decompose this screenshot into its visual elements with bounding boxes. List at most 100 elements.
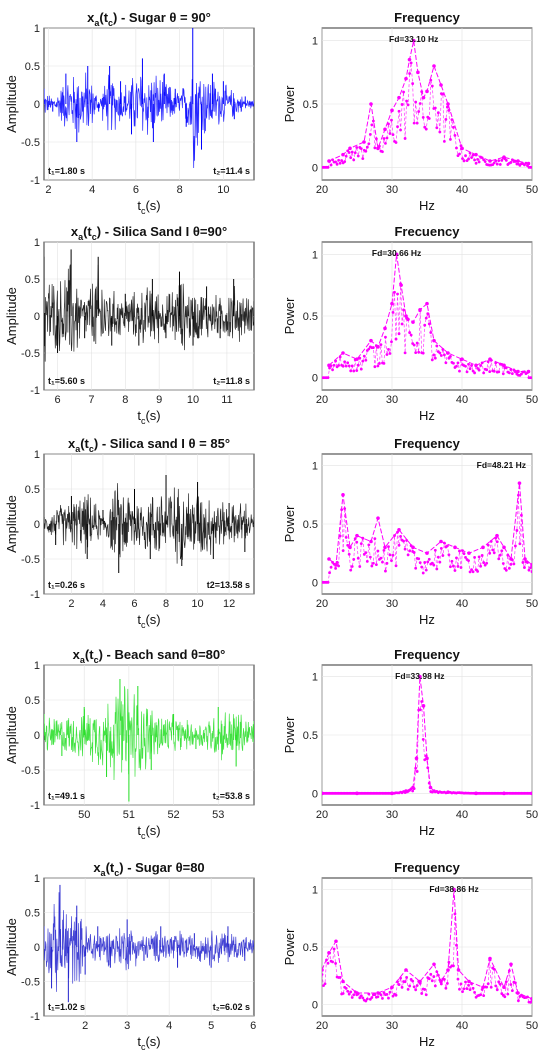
x-tick-label: 10 [217,184,229,196]
x-tick-label: 3 [124,1020,130,1032]
noise-dot [393,290,396,294]
data-point [355,533,359,538]
chart-panel-2: 6 7 8 9 10 11 -1 -0.5 0 0.5 1 xa(tc) - Silica Sand … [4,224,255,426]
x-tick-label: 30 [386,809,398,821]
y-tick-label: 0 [312,373,318,385]
noise-dot [332,947,336,951]
data-point [418,308,422,312]
end-time-label: t₂=11.8 s [213,376,250,386]
data-point [404,789,408,793]
x-tick-label: 4 [100,598,106,610]
data-point [327,950,331,955]
y-tick-label: 0 [34,730,40,742]
y-axis-label: Power [282,297,297,335]
noise-dot [442,353,446,357]
y-tick-label: 1 [34,449,40,461]
x-tick-label: 12 [223,598,235,610]
data-point [432,338,436,343]
noise-dot [468,151,472,155]
y-tick-label: 1 [312,461,318,473]
data-point [460,146,464,151]
noise-dot [387,545,390,548]
noise-dot [343,160,347,164]
noise-dot [500,549,504,553]
noise-dot [492,551,496,555]
data-point [383,326,387,331]
y-axis-label: Amplitude [4,495,19,553]
chart-title: xa(tc) - Silica sand I θ = 85° [68,436,230,454]
x-axis-label: tc(s) [137,408,160,426]
x-tick-label: 53 [212,809,224,821]
waveform-texture [44,264,254,362]
y-tick-label: 0.5 [25,695,40,707]
data-point [526,369,531,374]
data-point [397,528,401,532]
y-axis-label: Power [282,716,297,754]
noise-dot [453,569,457,572]
data-point [474,363,478,368]
y-tick-label: -1 [30,589,40,601]
noise-dot [433,106,437,110]
noise-dot [495,988,499,992]
noise-dot [450,559,454,563]
noise-dot [449,138,452,141]
noise-dot [517,999,520,1003]
chart-panel-9: 20 30 40 50 0 0.5 1 Frequency Power Hz Fd=38.86 Hz [282,860,538,1049]
noise-dot [408,331,412,334]
y-tick-label: 0 [312,162,318,174]
peak-frequency-label: Fd=33.10 Hz [389,34,438,44]
chart-panel-8: 2 3 4 5 6 -1 -0.5 0 0.5 1 xa(tc) - Sugar θ=80 Ampli… [4,860,256,1052]
data-point [432,962,436,967]
data-point [376,146,380,151]
x-tick-label: 4 [89,184,95,196]
noise-dot [382,137,386,140]
noise-dot [462,987,466,991]
noise-dot [382,991,386,994]
data-point [341,152,345,157]
data-point [411,38,416,43]
data-point [467,979,471,984]
noise-dot [427,322,431,326]
noise-dot [394,564,398,568]
data-point [481,545,485,550]
y-tick-label: 0.5 [303,311,318,323]
noise-dot [417,350,421,354]
noise-dot [509,983,513,986]
data-point [390,301,394,306]
noise-dot [412,551,416,554]
y-tick-label: 0.5 [25,908,40,920]
noise-dot [435,567,439,571]
noise-dot [486,543,490,547]
noise-dot [458,549,461,553]
noise-dot [350,565,354,568]
data-point [446,351,450,355]
start-time-label: t₁=5.60 s [48,376,85,386]
noise-dot [521,561,525,564]
data-point [446,790,450,794]
chart-title: Frecuency [394,224,460,239]
x-tick-label: 50 [78,809,90,821]
x-axis-label: tc(s) [137,823,160,841]
y-axis-label: Amplitude [4,706,19,764]
y-axis-label: Amplitude [4,918,19,976]
noise-dot [390,340,393,344]
noise-dot [403,547,407,551]
x-tick-label: 50 [526,394,538,406]
x-tick-label: 4 [166,1020,172,1032]
y-tick-label: -1 [30,1011,40,1023]
x-tick-label: 6 [133,184,139,196]
x-axis-label: tc(s) [137,1034,160,1052]
noise-dot [382,361,386,365]
noise-dot [376,995,380,999]
end-time-label: t₂=11.4 s [213,166,250,176]
data-point [348,146,352,151]
noise-dot [435,126,439,130]
x-tick-label: 8 [122,394,128,406]
x-axis-label: tc(s) [137,198,160,216]
noise-dot [441,348,445,351]
data-point [432,789,436,793]
y-tick-label: -0.5 [21,348,40,360]
noise-dot [374,563,378,567]
data-point [394,252,399,257]
data-point [414,756,419,761]
